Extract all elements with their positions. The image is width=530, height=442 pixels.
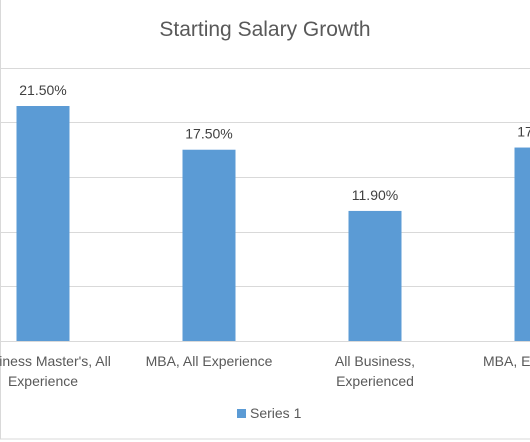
data-labels: 21.50% 17.50% 11.90% 17.70% bbox=[19, 82, 530, 203]
x-tick-label: MBA, All Experience bbox=[146, 353, 273, 369]
data-label: 17.70% bbox=[517, 124, 530, 140]
data-label: 11.90% bbox=[352, 187, 398, 203]
x-tick-label: All Business, Experienced bbox=[335, 353, 415, 389]
data-label: 17.50% bbox=[185, 126, 232, 142]
bars bbox=[16, 106, 530, 341]
bar bbox=[348, 210, 402, 341]
bar bbox=[514, 147, 530, 341]
chart-title: Starting Salary Growth bbox=[159, 18, 370, 41]
legend-label-series-1: Series 1 bbox=[250, 405, 302, 421]
x-tick-label: MBA, Experienced bbox=[483, 353, 530, 369]
bar bbox=[182, 149, 236, 341]
legend: Series 1 bbox=[237, 405, 302, 421]
bar bbox=[16, 106, 70, 341]
data-label: 21.50% bbox=[19, 82, 66, 98]
legend-swatch-series-1 bbox=[237, 409, 246, 418]
gridlines bbox=[0, 68, 530, 342]
